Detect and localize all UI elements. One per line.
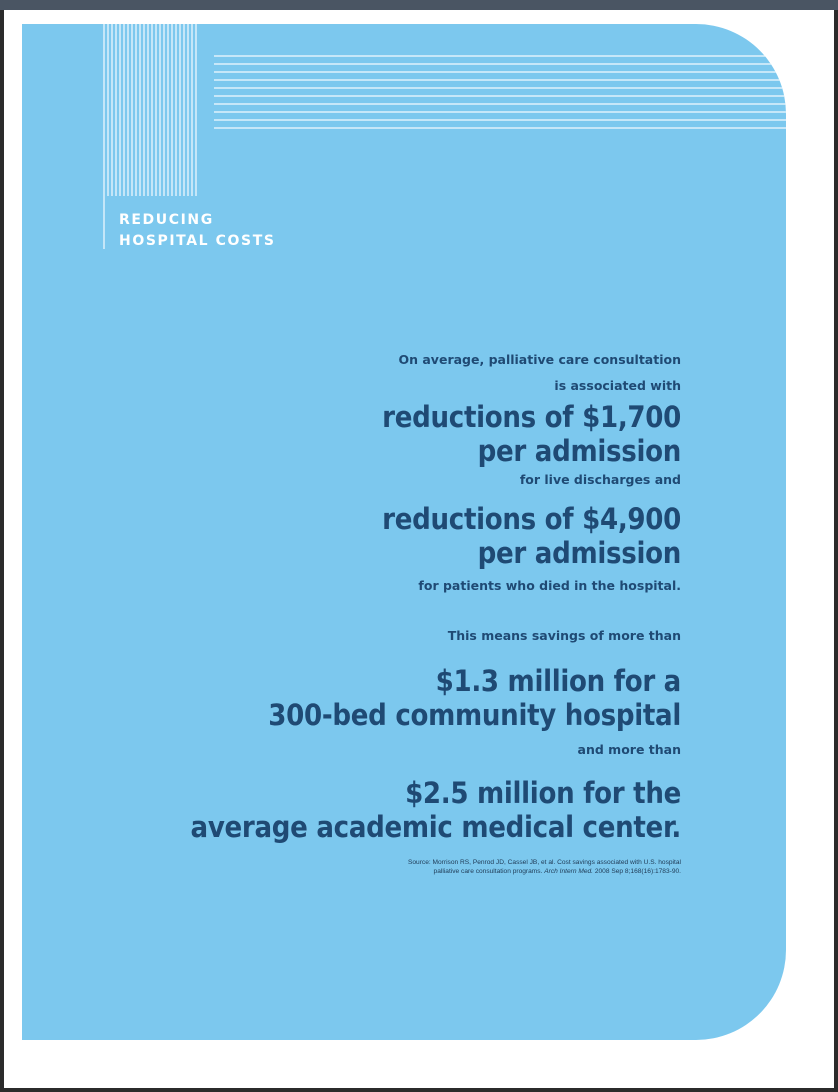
vertical-stripes-decoration — [103, 24, 197, 249]
stat-2-note: for patients who died in the hospital. — [418, 578, 681, 593]
intro-line-2: is associated with — [554, 378, 681, 393]
stat-4-line-1: $2.5 million for the — [405, 776, 681, 810]
stat-3-note: and more than — [577, 742, 681, 757]
stat-4-line-2: average academic medical center. — [190, 810, 682, 844]
statistics-block: On average, palliative care consultation… — [61, 352, 682, 876]
stat-1-note: for live discharges and — [519, 472, 681, 487]
stat-2-line-2: per admission — [477, 536, 682, 570]
stat-3-line-2: 300-bed community hospital — [268, 698, 681, 732]
stat-3-line-1: $1.3 million for a — [435, 664, 682, 698]
intro-line-1: On average, palliative care consultation — [398, 352, 682, 367]
source-journal: Arch Intern Med. — [544, 868, 593, 875]
window-top-bar — [0, 0, 838, 10]
source-line-2: palliative care consultation programs. A… — [61, 867, 681, 876]
source-suffix: 2008 Sep 8;168(16):1783-90. — [594, 868, 681, 875]
section-title-line-1: REDUCING — [119, 212, 214, 228]
blue-panel: REDUCING HOSPITAL COSTS On average, pall… — [22, 24, 786, 1040]
stat-2-line-1: reductions of $4,900 — [382, 502, 681, 536]
source-line-1: Source: Morrison RS, Penrod JD, Cassel J… — [407, 859, 681, 866]
stat-1-line-1: reductions of $1,700 — [382, 400, 681, 434]
horizontal-stripes-decoration — [214, 55, 786, 129]
source-prefix: palliative care consultation programs. — [433, 868, 543, 875]
section-title: REDUCING HOSPITAL COSTS — [119, 210, 276, 252]
section-title-line-2: HOSPITAL COSTS — [119, 233, 276, 249]
stat-1-line-2: per admission — [477, 434, 682, 468]
savings-intro: This means savings of more than — [447, 628, 681, 643]
document-page: REDUCING HOSPITAL COSTS On average, pall… — [4, 10, 834, 1088]
